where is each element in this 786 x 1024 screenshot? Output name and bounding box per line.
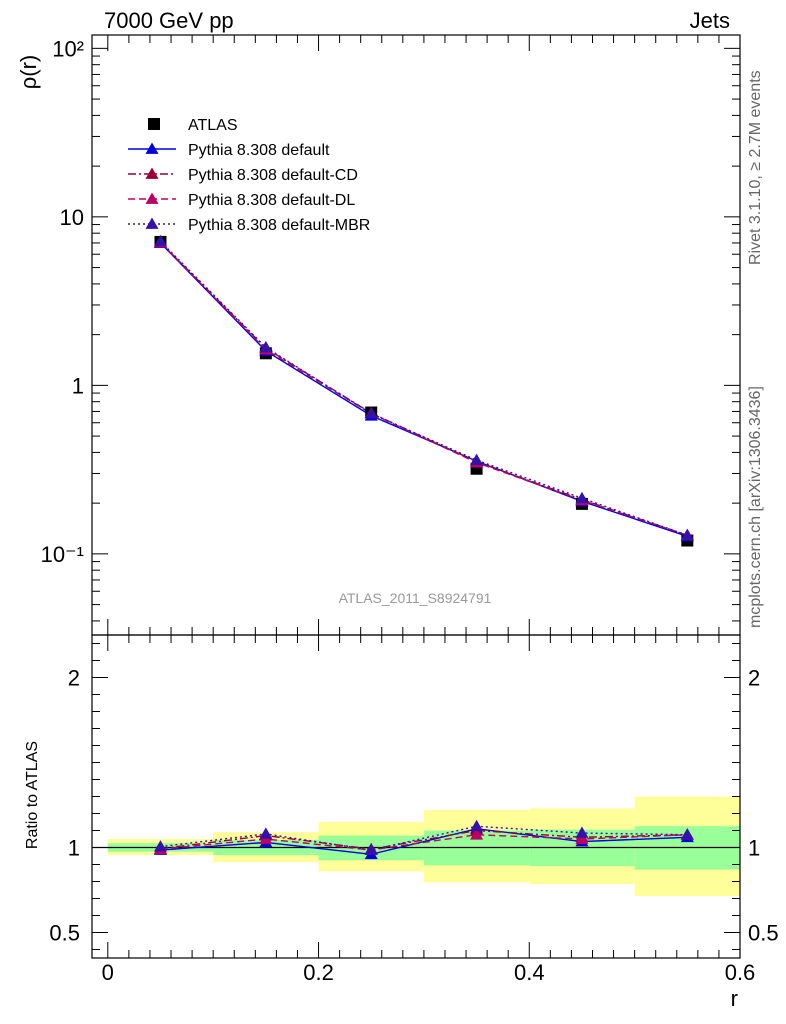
main-panel: 10⁻¹ 1 10 10² ATLAS_2011_S8924791 ρ(r) ATLA… xyxy=(16,34,741,636)
legend-label-atlas: ATLAS xyxy=(188,117,238,134)
legend-marker-cd xyxy=(145,167,159,179)
ratio-point-mbr xyxy=(680,828,694,840)
ratio-panel: 0.5 0.5 1 1 2 2 0 0.2 0.4 0.6 Ratio to ATLAS r xyxy=(24,634,779,1011)
main-point-mbr xyxy=(153,234,167,247)
ratio-point-mbr xyxy=(575,826,589,838)
main-point-mbr xyxy=(470,453,484,465)
legend: ATLAS Pythia 8.308 default Pythia 8.308 de… xyxy=(128,117,370,234)
main-y-tick-label: 1 xyxy=(72,373,84,398)
legend-marker-mbr xyxy=(145,217,159,229)
main-point-mbr xyxy=(575,491,589,504)
ratio-y-tick-label-right: 1 xyxy=(748,836,760,861)
x-tick-label: 0.2 xyxy=(303,960,334,985)
rivet-version-label: Rivet 3.1.10, ≥ 2.7M events xyxy=(747,70,764,265)
ratio-point-dl xyxy=(470,828,484,840)
ratio-point-mbr xyxy=(364,843,378,855)
ratio-y-tick-label-left: 0.5 xyxy=(49,921,80,946)
ratio-line-dl xyxy=(160,834,688,851)
header-left-label: 7000 GeV pp xyxy=(104,8,234,33)
ratio-y-tick-label-right: 2 xyxy=(748,666,760,691)
ratio-y-tick-label-left: 2 xyxy=(68,666,80,691)
main-axes: 10⁻¹ 1 10 10² xyxy=(41,35,741,635)
main-line-cd xyxy=(159,241,688,536)
ratio-y-tick-label-left: 1 xyxy=(68,836,80,861)
main-line-mbr xyxy=(159,240,688,536)
main-line-default xyxy=(159,242,688,538)
legend-marker-default xyxy=(145,142,159,154)
legend-label-dl: Pythia 8.308 default-DL xyxy=(188,192,355,209)
ratio-point-mbr xyxy=(153,840,167,852)
ratio-axes: 0.5 0.5 1 1 2 2 0 0.2 0.4 0.6 xyxy=(49,635,779,985)
legend-label-default: Pythia 8.308 default xyxy=(188,142,330,159)
ratio-line-mbr xyxy=(160,825,688,851)
main-y-tick-label: 10² xyxy=(52,36,84,61)
ratio-y-axis-label: Ratio to ATLAS xyxy=(24,741,41,849)
ratio-line-default xyxy=(160,828,688,856)
main-point-mbr xyxy=(364,407,378,419)
main-plot-area xyxy=(153,234,694,547)
legend-label-cd: Pythia 8.308 default-CD xyxy=(188,167,358,184)
x-tick-label: 0 xyxy=(102,960,114,985)
main-point-mbr xyxy=(680,528,694,541)
x-tick-label: 0.6 xyxy=(725,960,756,985)
ratio-point-mbr xyxy=(470,819,484,832)
source-label: mcplots.cern.ch [arXiv:1306.3436] xyxy=(747,386,764,628)
main-y-tick-label: 10⁻¹ xyxy=(41,542,84,567)
x-tick-label: 0.4 xyxy=(514,960,545,985)
ratio-y-tick-label-right: 0.5 xyxy=(748,921,779,946)
main-point-mbr xyxy=(259,340,273,353)
x-axis-label: r xyxy=(731,986,738,1011)
ratio-point-mbr xyxy=(259,827,273,839)
main-y-tick-label: 10 xyxy=(60,205,84,230)
main-y-axis-label: ρ(r) xyxy=(16,55,41,90)
ratio-plot-area xyxy=(92,796,740,896)
ratio-point-dl xyxy=(575,832,589,844)
legend-marker-dl xyxy=(145,192,159,204)
main-line-dl xyxy=(159,242,688,536)
header-right-label: Jets xyxy=(690,8,730,33)
analysis-label: ATLAS_2011_S8924791 xyxy=(339,590,492,606)
legend-label-mbr: Pythia 8.308 default-MBR xyxy=(188,217,370,234)
legend-marker-atlas xyxy=(148,118,160,130)
